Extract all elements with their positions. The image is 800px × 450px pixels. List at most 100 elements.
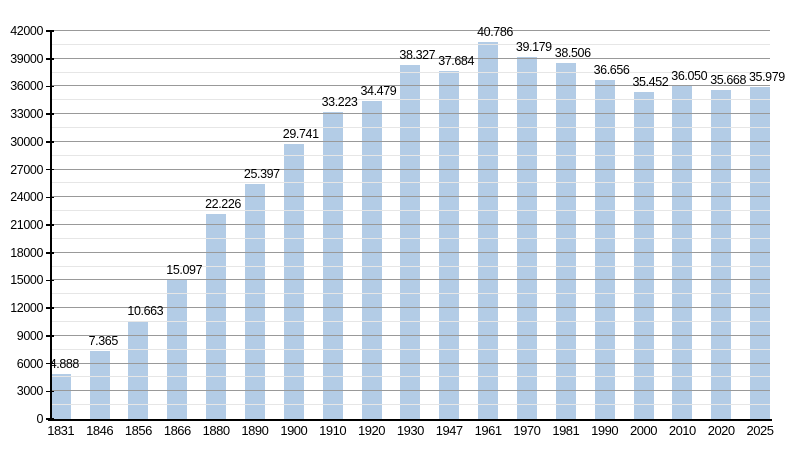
x-tick-label: 1846 [86,423,114,438]
y-axis-tick [46,390,54,392]
y-tick-label: 12000 [10,301,43,316]
y-axis-tick [46,30,54,32]
y-tick-label: 36000 [10,79,43,94]
y-tick-label: 27000 [10,162,43,177]
bar-value-label: 36.656 [593,63,630,78]
x-tick-label: 1910 [319,423,347,438]
y-grid-minor-line [50,210,770,212]
y-tick-label: 30000 [10,134,43,149]
bar-value-label: 35.979 [749,69,785,84]
y-grid-major-line [50,196,770,198]
y-tick-label: 21000 [10,218,43,232]
y-axis-tick [46,252,54,254]
y-grid-major-line [50,251,770,253]
y-grid-minor-line [50,154,770,156]
y-grid-minor-line [50,293,770,295]
bar-value-label: 35.668 [710,72,747,87]
bar-value-label: 29.741 [282,127,319,142]
x-tick-label: 2020 [707,423,735,438]
bar-value-label: 25.397 [243,167,280,182]
bar [594,80,615,419]
y-grid-major-line [50,85,770,87]
y-grid-minor-line [50,348,770,350]
bar [555,63,576,419]
y-grid-major-line [50,113,770,115]
bar-value-label: 39.179 [515,40,552,55]
x-tick-label: 2000 [630,423,657,438]
x-tick-label: 2010 [668,423,696,438]
x-tick-label: 1920 [358,423,385,438]
y-tick-label: 3000 [16,384,44,399]
y-axis-tick [46,58,54,60]
bar-value-label: 36.050 [671,69,708,83]
x-tick-label: 1890 [241,423,269,438]
y-grid-major-line [50,57,770,59]
x-tick-label: 1961 [474,423,502,438]
x-tick-label: 1970 [513,423,541,438]
y-axis-tick [46,307,54,309]
y-grid-major-line [50,362,770,364]
bar-value-label: 35.452 [632,74,669,89]
x-tick-label: 1947 [435,423,463,438]
bar-value-label: 37.684 [438,53,475,68]
y-tick-label: 0 [36,412,43,426]
y-grid-major-line [50,140,770,142]
y-grid-major-line [50,30,770,31]
y-tick-label: 42000 [10,24,43,38]
bar-value-label: 22.226 [205,196,241,211]
y-grid-minor-line [50,237,770,239]
y-tick-label: 18000 [10,245,43,260]
y-tick-label: 6000 [16,356,44,371]
bar-value-label: 7.365 [88,334,119,348]
bar [361,100,382,419]
bar [206,213,227,419]
bar-value-label: 40.786 [477,25,513,40]
bar-value-label: 33.223 [321,95,358,110]
x-tick-label: 1831 [47,423,75,438]
bar-value-label: 38.327 [399,47,436,62]
y-tick-label: 33000 [10,107,43,122]
y-tick-label: 24000 [10,190,43,205]
y-grid-minor-line [50,99,770,101]
bar [478,42,499,419]
y-axis-tick [46,168,54,171]
y-grid-minor-line [50,376,770,378]
bar [711,89,732,419]
x-axis-line [48,419,772,421]
bar [283,144,304,419]
y-grid-major-line [50,224,770,225]
x-tick-label: 1900 [280,423,308,438]
plot-area: 4.888 7.365 10.663 15.097 22.226 25.397 29.741… [50,25,785,419]
y-axis-tick [46,224,54,226]
y-axis-tick [46,279,54,282]
y-axis-tick [46,85,54,88]
y-axis-tick [46,113,54,115]
y-tick-label: 39000 [10,51,43,66]
y-grid-major-line [50,279,770,281]
x-tick-label: 1990 [591,423,619,438]
y-grid-minor-line [50,404,770,406]
bar-value-label: 34.479 [360,83,397,98]
bar [750,86,770,419]
bar [89,351,110,419]
bar [50,373,71,419]
y-axis-tick [46,418,54,420]
y-grid-major-line [50,168,770,170]
bar [128,320,149,419]
x-tick-label: 1981 [552,423,580,438]
bar [400,64,421,419]
x-tick-label: 1930 [396,423,424,438]
y-grid-minor-line [50,182,770,184]
y-grid-major-line [50,390,770,392]
bar-value-label: 38.506 [554,46,591,61]
y-grid-minor-line [50,265,770,267]
bar-value-label: 15.097 [166,262,203,277]
x-tick-label: 1880 [202,423,230,438]
x-tick-label: 1856 [124,423,152,438]
bar [244,184,265,419]
y-tick-label: 15000 [10,273,43,288]
y-axis-tick [46,141,54,143]
x-tick-label: 1866 [163,423,191,438]
bar-value-label: 10.663 [127,303,164,318]
